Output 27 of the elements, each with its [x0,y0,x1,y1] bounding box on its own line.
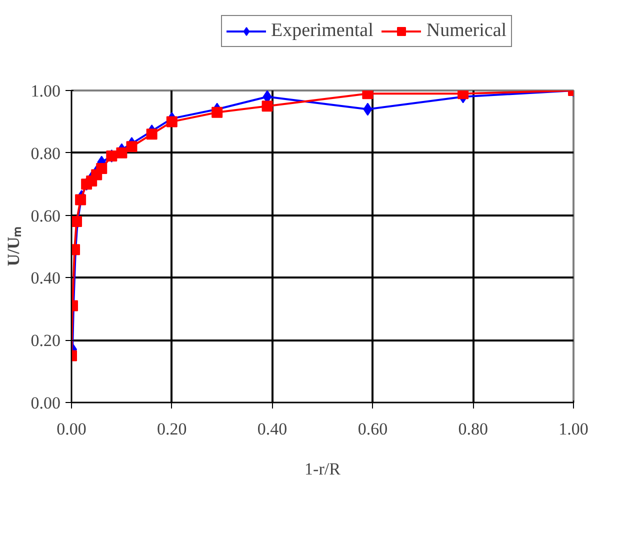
x-tick-label: 0.00 [56,420,86,438]
legend-label: Experimental [271,20,374,42]
point [212,106,223,118]
legend-label: Numerical [426,20,507,42]
y-tick-label: 0.00 [30,394,60,412]
point [75,194,86,206]
point [363,102,372,116]
point [362,90,374,100]
point [116,147,128,158]
x-tick-label: 0.40 [257,420,288,438]
x-tick-label: 0.20 [157,420,187,438]
point [126,141,138,152]
x-tick-label: 0.60 [358,420,388,438]
point [96,163,108,174]
x-axis-title: 1-r/R [304,460,342,478]
y-axis-title: U/Uₘ [4,226,23,266]
y-tick-label: 0.80 [30,144,60,163]
y-tick-label: 0.20 [30,331,60,350]
y-tick-label: 0.40 [30,268,60,288]
point [166,116,178,128]
point [146,128,158,140]
y-tick-label: 0.60 [30,206,60,226]
y-tick-label: 1.00 [30,82,60,100]
x-tick-label: 1.00 [558,420,588,438]
point [458,90,469,100]
point [262,100,273,112]
x-tick-label: 0.80 [458,420,488,438]
